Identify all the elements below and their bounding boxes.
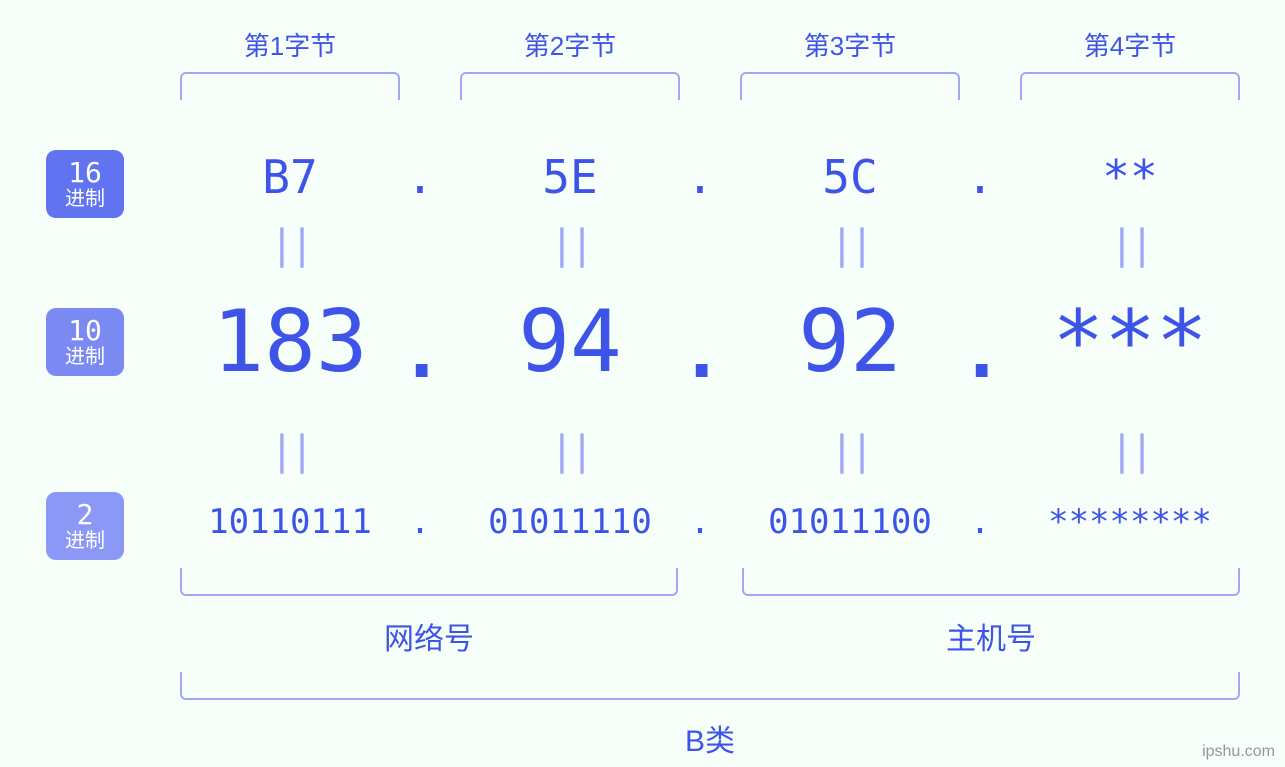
dec-dot-3: . xyxy=(960,310,1000,394)
hex-octet-1: B7 xyxy=(180,150,400,204)
dec-octet-1: 183 xyxy=(160,292,420,392)
hex-octet-3: 5C xyxy=(740,150,960,204)
watermark: ipshu.com xyxy=(1202,743,1275,761)
top-bracket-4 xyxy=(1020,72,1240,100)
badge-dec-label: 进制 xyxy=(65,346,105,368)
byte-header-1: 第1字节 xyxy=(180,26,400,63)
hex-octet-2: 5E xyxy=(460,150,680,204)
hex-dot-2: . xyxy=(680,150,720,204)
badge-hex: 16 进制 xyxy=(46,150,124,218)
badge-bin-num: 2 xyxy=(77,500,94,531)
byte-header-2: 第2字节 xyxy=(460,26,680,63)
bin-octet-4: ******** xyxy=(1000,502,1260,542)
bin-dot-1: . xyxy=(400,502,440,542)
badge-dec: 10 进制 xyxy=(46,308,124,376)
badge-bin-label: 进制 xyxy=(65,530,105,552)
badge-hex-num: 16 xyxy=(68,158,102,189)
hex-dot-3: . xyxy=(960,150,1000,204)
label-class: B类 xyxy=(180,716,1240,760)
label-host: 主机号 xyxy=(742,614,1240,658)
hex-dot-1: . xyxy=(400,150,440,204)
bin-octet-1: 10110111 xyxy=(160,502,420,542)
label-network: 网络号 xyxy=(180,614,678,658)
badge-hex-label: 进制 xyxy=(65,188,105,210)
badge-dec-num: 10 xyxy=(68,316,102,347)
bin-octet-2: 01011110 xyxy=(440,502,700,542)
ip-diagram: 16 进制 10 进制 2 进制 第1字节 第2字节 第3字节 第4字节 B7 … xyxy=(0,0,1285,767)
bin-dot-3: . xyxy=(960,502,1000,542)
equals-1-2: || xyxy=(460,222,680,268)
equals-1-3: || xyxy=(740,222,960,268)
top-bracket-1 xyxy=(180,72,400,100)
bracket-host xyxy=(742,568,1240,596)
top-bracket-2 xyxy=(460,72,680,100)
dec-dot-2: . xyxy=(680,310,720,394)
byte-header-3: 第3字节 xyxy=(740,26,960,63)
byte-header-4: 第4字节 xyxy=(1020,26,1240,63)
bin-octet-3: 01011100 xyxy=(720,502,980,542)
equals-1-1: || xyxy=(180,222,400,268)
bracket-network xyxy=(180,568,678,596)
equals-1-4: || xyxy=(1020,222,1240,268)
top-bracket-3 xyxy=(740,72,960,100)
equals-2-4: || xyxy=(1020,428,1240,474)
bin-dot-2: . xyxy=(680,502,720,542)
equals-2-1: || xyxy=(180,428,400,474)
dec-octet-3: 92 xyxy=(720,292,980,392)
dec-dot-1: . xyxy=(400,310,440,394)
dec-octet-4: *** xyxy=(1000,292,1260,392)
equals-2-3: || xyxy=(740,428,960,474)
equals-2-2: || xyxy=(460,428,680,474)
badge-bin: 2 进制 xyxy=(46,492,124,560)
dec-octet-2: 94 xyxy=(440,292,700,392)
hex-octet-4: ** xyxy=(1020,150,1240,204)
bracket-class xyxy=(180,672,1240,700)
